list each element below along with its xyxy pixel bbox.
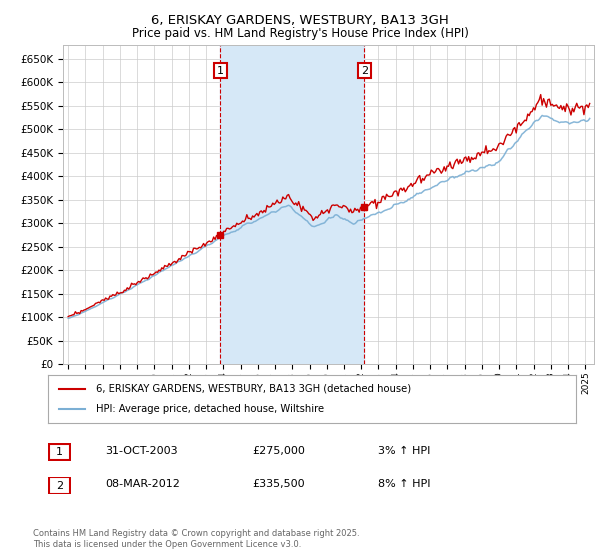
Text: 2: 2 — [56, 480, 63, 491]
Text: Contains HM Land Registry data © Crown copyright and database right 2025.: Contains HM Land Registry data © Crown c… — [33, 529, 359, 538]
Text: £335,500: £335,500 — [252, 479, 305, 489]
Text: 6, ERISKAY GARDENS, WESTBURY, BA13 3GH (detached house): 6, ERISKAY GARDENS, WESTBURY, BA13 3GH (… — [95, 384, 410, 394]
FancyBboxPatch shape — [49, 444, 70, 460]
Text: 2: 2 — [361, 66, 368, 76]
Text: HPI: Average price, detached house, Wiltshire: HPI: Average price, detached house, Wilt… — [95, 404, 323, 414]
Text: 31-OCT-2003: 31-OCT-2003 — [105, 446, 178, 456]
Text: £275,000: £275,000 — [252, 446, 305, 456]
Text: 1: 1 — [56, 447, 63, 457]
Text: 8% ↑ HPI: 8% ↑ HPI — [378, 479, 431, 489]
Bar — [220, 45, 364, 364]
Text: Price paid vs. HM Land Registry's House Price Index (HPI): Price paid vs. HM Land Registry's House … — [131, 27, 469, 40]
Text: This data is licensed under the Open Government Licence v3.0.: This data is licensed under the Open Gov… — [33, 540, 301, 549]
Text: 6, ERISKAY GARDENS, WESTBURY, BA13 3GH: 6, ERISKAY GARDENS, WESTBURY, BA13 3GH — [151, 14, 449, 27]
Text: 3% ↑ HPI: 3% ↑ HPI — [378, 446, 430, 456]
FancyBboxPatch shape — [49, 478, 70, 493]
Text: 1: 1 — [217, 66, 224, 76]
Text: 08-MAR-2012: 08-MAR-2012 — [105, 479, 180, 489]
